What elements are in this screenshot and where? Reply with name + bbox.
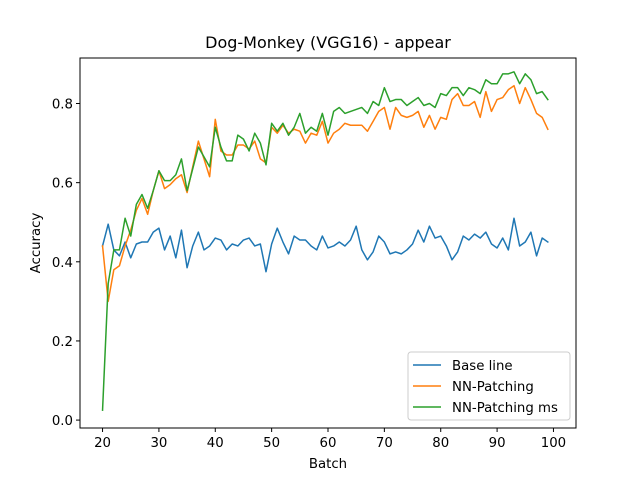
legend: Base line NN-Patching NN-Patching ms — [407, 351, 571, 421]
y-tick-label: 0.6 — [52, 177, 73, 192]
y-tick-label: 0.0 — [52, 414, 73, 429]
series-line-base-line — [101, 217, 549, 273]
x-tick-label: 50 — [263, 436, 280, 451]
legend-label: Base line — [452, 359, 513, 374]
y-tick-label: 0.2 — [52, 335, 73, 350]
y-axis-label: Accuracy — [29, 213, 44, 274]
legend-label: NN-Patching — [452, 380, 534, 395]
y-axis-ticks: 0.0 0.2 0.4 0.6 0.8 — [52, 98, 80, 429]
x-axis-label: Batch — [309, 457, 347, 472]
x-tick-label: 60 — [320, 436, 337, 451]
x-tick-label: 30 — [150, 436, 167, 451]
x-tick-label: 70 — [376, 436, 393, 451]
series-line-nn-patching-ms — [101, 71, 549, 411]
x-tick-label: 100 — [541, 436, 566, 451]
y-tick-label: 0.4 — [52, 256, 73, 271]
legend-box — [407, 351, 571, 421]
x-tick-label: 80 — [432, 436, 449, 451]
x-tick-label: 20 — [94, 436, 111, 451]
legend-label: NN-Patching ms — [452, 401, 558, 416]
x-tick-label: 90 — [489, 436, 506, 451]
series-lines — [101, 71, 549, 411]
series-line-nn-patching — [101, 84, 549, 303]
chart-title: Dog-Monkey (VGG16) - appear — [205, 33, 451, 52]
x-tick-label: 40 — [207, 436, 224, 451]
y-tick-label: 0.8 — [52, 98, 73, 113]
x-axis-ticks: 20 30 40 50 60 70 80 90 100 — [94, 428, 566, 451]
